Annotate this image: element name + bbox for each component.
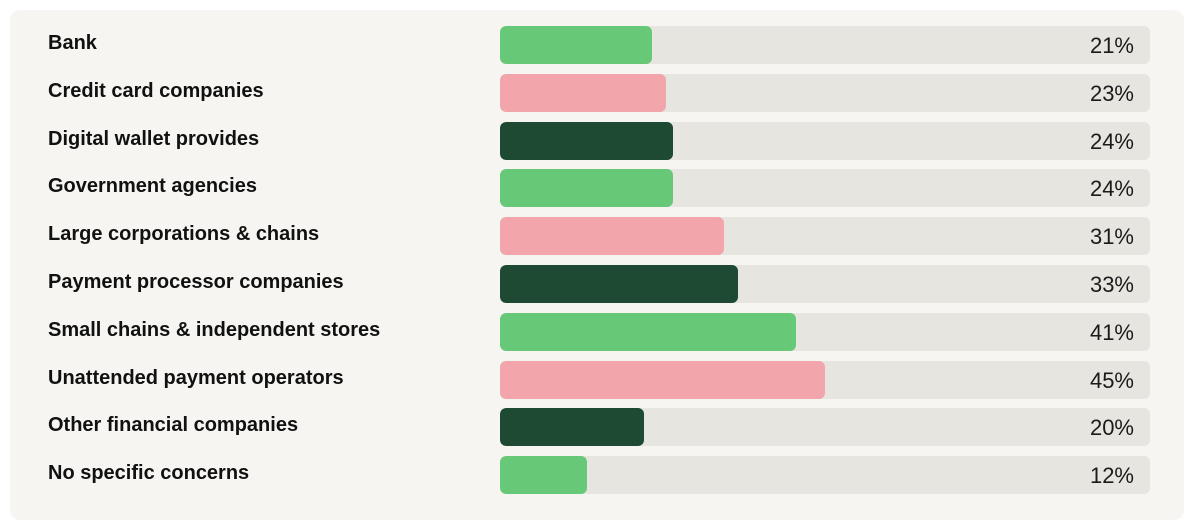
bar-track: 33%: [500, 265, 1150, 303]
value-label: 31%: [1089, 224, 1134, 250]
bar-track: 20%: [500, 408, 1150, 447]
bar-row: Large corporations & chains 31%: [10, 217, 1184, 256]
bar: [500, 360, 825, 399]
bar-track: 24%: [500, 121, 1150, 160]
value-label: 33%: [1089, 272, 1134, 297]
bar: [500, 217, 724, 256]
bar-track: 24%: [500, 169, 1150, 208]
category-label: Large corporations & chains: [48, 223, 320, 246]
bar: [500, 169, 673, 208]
bar-row: Digital wallet provides 24%: [10, 121, 1184, 160]
value-label: 24%: [1089, 128, 1134, 154]
bar-row: Government agencies 24%: [10, 169, 1184, 208]
bar-track: 12%: [500, 456, 1150, 495]
bar: [500, 73, 666, 112]
bar-track: 23%: [500, 73, 1150, 112]
value-label: 45%: [1089, 367, 1134, 393]
bar-row: Credit card companies 23%: [10, 73, 1184, 112]
category-label: Government agencies: [48, 175, 257, 198]
value-label: 21%: [1089, 33, 1134, 58]
bar-track: 41%: [500, 312, 1150, 351]
value-label: 41%: [1089, 319, 1134, 345]
bar: [500, 408, 644, 447]
category-label: Digital wallet provides: [48, 127, 260, 150]
bar-track: 21%: [500, 26, 1150, 64]
value-label: 12%: [1089, 463, 1134, 489]
bar-row: Other financial companies 20%: [10, 408, 1184, 447]
bar-track: 45%: [500, 360, 1150, 399]
bar-row: Bank 21%: [10, 26, 1184, 64]
bar: [500, 312, 796, 351]
bar: [500, 456, 587, 495]
bar-row: Small chains & independent stores 41%: [10, 312, 1184, 351]
category-label: No specific concerns: [48, 462, 250, 485]
bar: [500, 121, 673, 160]
chart-panel: Bank 21% Credit card companies 23% Digital w…: [10, 10, 1184, 520]
bar-row: Unattended payment operators 45%: [10, 360, 1184, 399]
category-label: Small chains & independent stores: [48, 318, 381, 341]
value-label: 24%: [1089, 176, 1134, 202]
bar-track: 31%: [500, 217, 1150, 256]
bar-row: No specific concerns 12%: [10, 456, 1184, 495]
category-label: Unattended payment operators: [48, 366, 344, 389]
bar: [500, 26, 652, 64]
category-label: Credit card companies: [48, 79, 264, 102]
category-label: Other financial companies: [48, 414, 299, 437]
value-label: 23%: [1089, 80, 1134, 106]
bar-row: Payment processor companies 33%: [10, 265, 1184, 303]
bar: [500, 265, 738, 303]
value-label: 20%: [1089, 415, 1134, 441]
category-label: Bank: [48, 32, 97, 54]
category-label: Payment processor companies: [48, 271, 344, 293]
